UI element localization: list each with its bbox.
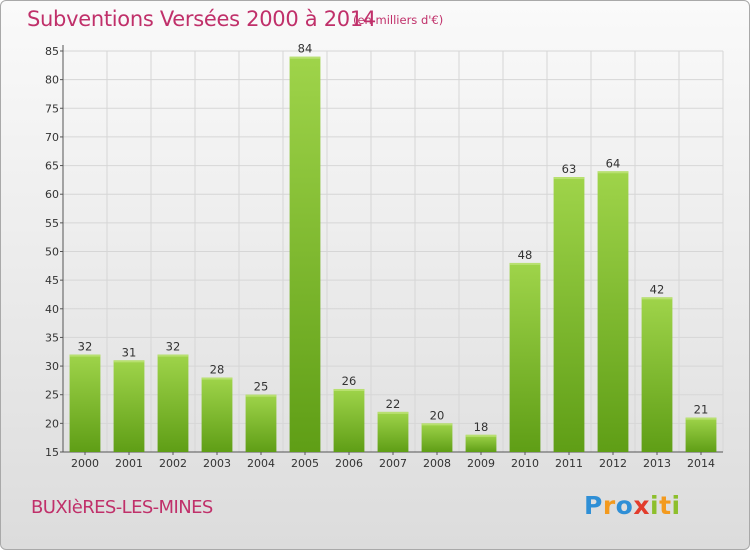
y-tick-label: 55 (45, 217, 59, 230)
bar-top-edge (597, 171, 629, 174)
bar-2014 (685, 417, 717, 452)
bar-top-edge (69, 354, 101, 357)
bar-top-edge (289, 56, 321, 59)
chart-title: Subventions Versées 2000 à 2014 (27, 7, 376, 31)
bar-2011 (553, 177, 585, 452)
bar-top-edge (201, 377, 233, 380)
x-tick-label-2003: 2003 (203, 457, 231, 470)
bar-2001 (113, 360, 145, 452)
bar-2012 (597, 171, 629, 453)
chart-unit: (en milliers d'€) (353, 13, 444, 27)
data-label-2007: 22 (386, 397, 401, 411)
bar-2005 (289, 56, 321, 452)
x-tick-label-2006: 2006 (335, 457, 363, 470)
y-tick-label: 65 (45, 160, 59, 173)
y-tick-label: 60 (45, 188, 59, 201)
bar-2007 (377, 411, 409, 452)
x-tick-label-2007: 2007 (379, 457, 407, 470)
bar-top-edge (421, 423, 453, 426)
x-tick-label-2000: 2000 (71, 457, 99, 470)
data-labels: 32 31 32 28 25 84 26 22 20 18 48 63 64 42 21 (78, 42, 709, 434)
data-label-2008: 20 (430, 408, 445, 422)
bar-top-edge (113, 360, 145, 363)
x-tick-label-2011: 2011 (555, 457, 583, 470)
bar-2009 (465, 434, 497, 452)
data-label-2006: 26 (342, 374, 357, 388)
y-tick-label: 20 (45, 417, 59, 430)
bar-top-edge (553, 177, 585, 180)
bar-top-edge (685, 417, 717, 420)
y-tick-label: 75 (45, 102, 59, 115)
data-label-2000: 32 (78, 340, 93, 354)
bar-top-edge (641, 297, 673, 300)
bar-2004 (245, 394, 277, 452)
bar-top-edge (157, 354, 189, 357)
bar-2010 (509, 262, 541, 452)
data-label-2012: 64 (606, 156, 621, 170)
bar-2006 (333, 388, 365, 452)
x-tick-label-2008: 2008 (423, 457, 451, 470)
data-label-2009: 18 (474, 420, 489, 434)
x-tick-label-2005: 2005 (291, 457, 319, 470)
y-tick-label: 15 (45, 446, 59, 459)
data-label-2011: 63 (562, 162, 577, 176)
bar-2008 (421, 423, 453, 452)
x-tick-label-2009: 2009 (467, 457, 495, 470)
y-tick-label: 80 (45, 74, 59, 87)
x-tick-label-2001: 2001 (115, 457, 143, 470)
bar-top-edge (245, 394, 277, 397)
bar-top-edge (509, 262, 541, 265)
x-tick-label-2002: 2002 (159, 457, 187, 470)
data-label-2014: 21 (694, 403, 709, 417)
y-tick-label: 70 (45, 131, 59, 144)
y-tick-label: 50 (45, 246, 59, 259)
bars (69, 56, 717, 453)
y-tick-label: 35 (45, 331, 59, 344)
data-label-2013: 42 (650, 282, 665, 296)
x-tick-label-2004: 2004 (247, 457, 275, 470)
data-label-2004: 25 (254, 380, 269, 394)
y-tick-label: 85 (45, 45, 59, 58)
bar-top-edge (377, 411, 409, 414)
proxiti-logo: Proxiti (584, 491, 681, 520)
x-tick-label-2013: 2013 (643, 457, 671, 470)
data-label-2005: 84 (298, 42, 313, 56)
y-tick-label: 40 (45, 303, 59, 316)
y-tick-label: 25 (45, 389, 59, 402)
x-tick-label-2012: 2012 (599, 457, 627, 470)
bar-2013 (641, 297, 673, 452)
data-label-2003: 28 (210, 363, 225, 377)
x-tick-label-2010: 2010 (511, 457, 539, 470)
data-label-2002: 32 (166, 340, 181, 354)
data-label-2001: 31 (122, 345, 137, 359)
bar-2000 (69, 354, 101, 452)
bar-top-edge (465, 434, 497, 437)
y-tick-label: 30 (45, 360, 59, 373)
commune-name: BUXIèRES-LES-MINES (31, 497, 213, 518)
data-label-2010: 48 (518, 248, 533, 262)
bar-2003 (201, 377, 233, 452)
bar-2002 (157, 354, 189, 452)
bar-top-edge (333, 388, 365, 391)
y-tick-label: 45 (45, 274, 59, 287)
x-tick-label-2014: 2014 (687, 457, 715, 470)
